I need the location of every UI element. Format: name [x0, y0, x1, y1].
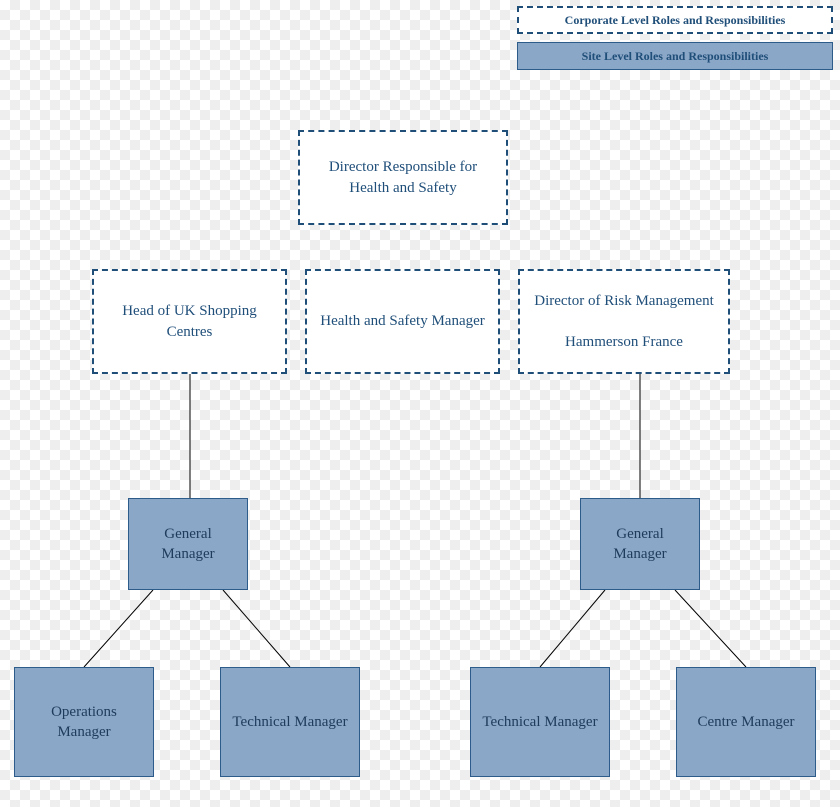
node-head-uk: Head of UK Shopping Centres — [92, 269, 287, 374]
node-hs-manager-label: Health and Safety Manager — [320, 311, 485, 331]
node-centre-mgr-label: Centre Manager — [697, 712, 794, 732]
node-ops-mgr: Operations Manager — [14, 667, 154, 777]
node-tech-mgr-right-label: Technical Manager — [482, 712, 597, 732]
node-gm-right: General Manager — [580, 498, 700, 590]
node-dir-risk: Director of Risk Management Hammerson Fr… — [518, 269, 730, 374]
node-tech-mgr-left-label: Technical Manager — [232, 712, 347, 732]
node-dir-risk-label: Director of Risk Management Hammerson Fr… — [534, 291, 714, 352]
node-hs-manager: Health and Safety Manager — [305, 269, 500, 374]
node-director-hs: Director Responsible for Health and Safe… — [298, 130, 508, 225]
legend-corporate-label: Corporate Level Roles and Responsibiliti… — [565, 12, 786, 28]
node-tech-mgr-left: Technical Manager — [220, 667, 360, 777]
node-gm-right-label: General Manager — [589, 524, 691, 565]
legend-corporate: Corporate Level Roles and Responsibiliti… — [517, 6, 833, 34]
node-director-hs-label: Director Responsible for Health and Safe… — [308, 157, 498, 198]
node-centre-mgr: Centre Manager — [676, 667, 816, 777]
node-tech-mgr-right: Technical Manager — [470, 667, 610, 777]
node-ops-mgr-label: Operations Manager — [23, 702, 145, 743]
node-head-uk-label: Head of UK Shopping Centres — [102, 301, 277, 342]
node-gm-left-label: General Manager — [137, 524, 239, 565]
node-gm-left: General Manager — [128, 498, 248, 590]
legend-site-label: Site Level Roles and Responsibilities — [582, 48, 769, 64]
diagram-canvas: Corporate Level Roles and Responsibiliti… — [0, 0, 840, 807]
legend-site: Site Level Roles and Responsibilities — [517, 42, 833, 70]
